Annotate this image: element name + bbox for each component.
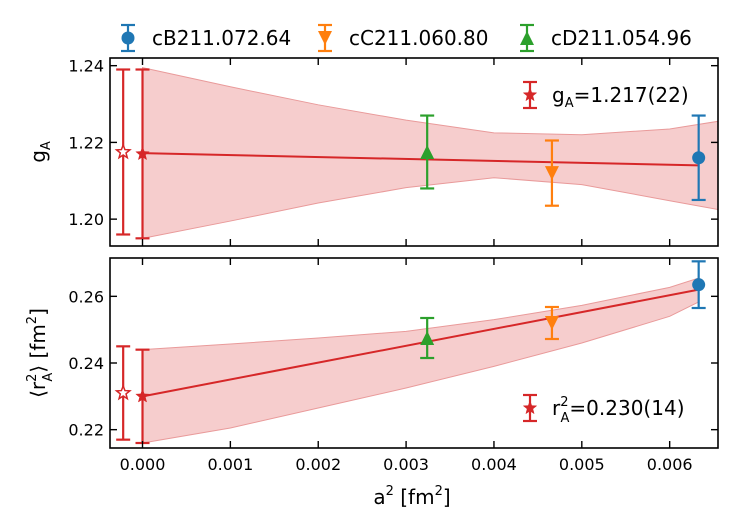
y-label-sup: 2	[25, 374, 40, 382]
axes-frame	[109, 257, 719, 449]
fit-result-annotation: gA=1.217(22)	[522, 80, 689, 111]
y-label-main: g	[26, 150, 50, 163]
y-label-sub: A	[41, 373, 56, 382]
fit-result-annotation: r2 A=0.230(14)	[522, 393, 685, 426]
data-point-extrapolation-open	[114, 142, 132, 160]
x-label-sup: 2	[386, 484, 394, 499]
x-label-unit: [fm	[394, 485, 435, 509]
x-label-main: a	[373, 485, 385, 509]
legend: cB211.072.64 cC211.060.80 cD211.054.96	[121, 23, 692, 53]
annotation-value: =1.217(22)	[574, 83, 689, 107]
data-point-extrapolation	[135, 388, 150, 403]
axes-frame	[109, 57, 719, 247]
y-label-sup2: 2	[25, 316, 40, 324]
annotation-sup: 2	[560, 395, 568, 410]
x-tick-label: 0.004	[471, 455, 517, 474]
y-tick-label: 1.20	[68, 210, 104, 229]
x-tick-label: 0.002	[295, 455, 341, 474]
x-tick-label: 0.001	[207, 455, 253, 474]
annotation-sub: A	[561, 411, 570, 426]
y-tick-label: 1.22	[68, 133, 104, 152]
x-tick-label: 0.005	[559, 455, 605, 474]
fit-result-label: r2 A=0.230(14)	[552, 395, 685, 426]
y-label-sub: A	[39, 141, 54, 150]
y-tick-label: 0.26	[68, 287, 104, 306]
legend-item-0: cB211.072.64	[121, 23, 291, 53]
fit-result-label: gA=1.217(22)	[552, 83, 689, 111]
y-tick-label: 0.24	[68, 354, 104, 373]
data-point-cB211.072.64	[692, 278, 706, 292]
annotation-sub: A	[565, 96, 574, 111]
legend-label: cC211.060.80	[349, 26, 488, 50]
y-axis-label-radius: ⟨r2A⟩ [fm2]	[25, 308, 56, 398]
legend-item-2: cD211.054.96	[520, 23, 692, 53]
x-label-end: ]	[443, 485, 451, 509]
legend-marker-0	[121, 31, 135, 45]
legend-label: cB211.072.64	[152, 26, 291, 50]
y-tick-label: 1.24	[68, 57, 104, 76]
data-point-extrapolation	[135, 146, 150, 161]
annotation-star	[522, 400, 538, 415]
y-label-open: ⟨r	[26, 381, 50, 398]
data-point-cD211.054.96	[420, 331, 435, 345]
x-label-sup2: 2	[435, 484, 443, 499]
y-label-close: ⟩ [fm	[26, 324, 50, 373]
y-label-end: ]	[26, 308, 50, 316]
x-tick-label: 0.006	[647, 455, 693, 474]
legend-item-1: cC211.060.80	[318, 23, 488, 53]
data-point-cC211.060.80	[544, 316, 559, 330]
x-tick-label: 0.000	[120, 455, 166, 474]
y-tick-label: 0.22	[68, 421, 104, 440]
annotation-star	[522, 87, 538, 102]
annotation-main: r	[552, 396, 561, 420]
annotation-value: =0.230(14)	[569, 396, 684, 420]
fit-line	[142, 152, 699, 167]
data-point-extrapolation-open	[114, 383, 132, 401]
annotation-main: g	[552, 83, 565, 107]
fit-line	[142, 288, 699, 398]
legend-marker-1	[318, 31, 332, 45]
data-point-cC211.060.80	[544, 166, 559, 181]
legend-marker-2	[520, 31, 534, 45]
x-tick-label: 0.003	[383, 455, 429, 474]
legend-label: cD211.054.96	[551, 26, 692, 50]
data-point-cB211.072.64	[692, 151, 706, 165]
x-axis-label: a2 [fm2]	[373, 484, 450, 509]
y-axis-label-ga: gA	[26, 141, 54, 163]
data-point-cD211.054.96	[420, 145, 435, 159]
